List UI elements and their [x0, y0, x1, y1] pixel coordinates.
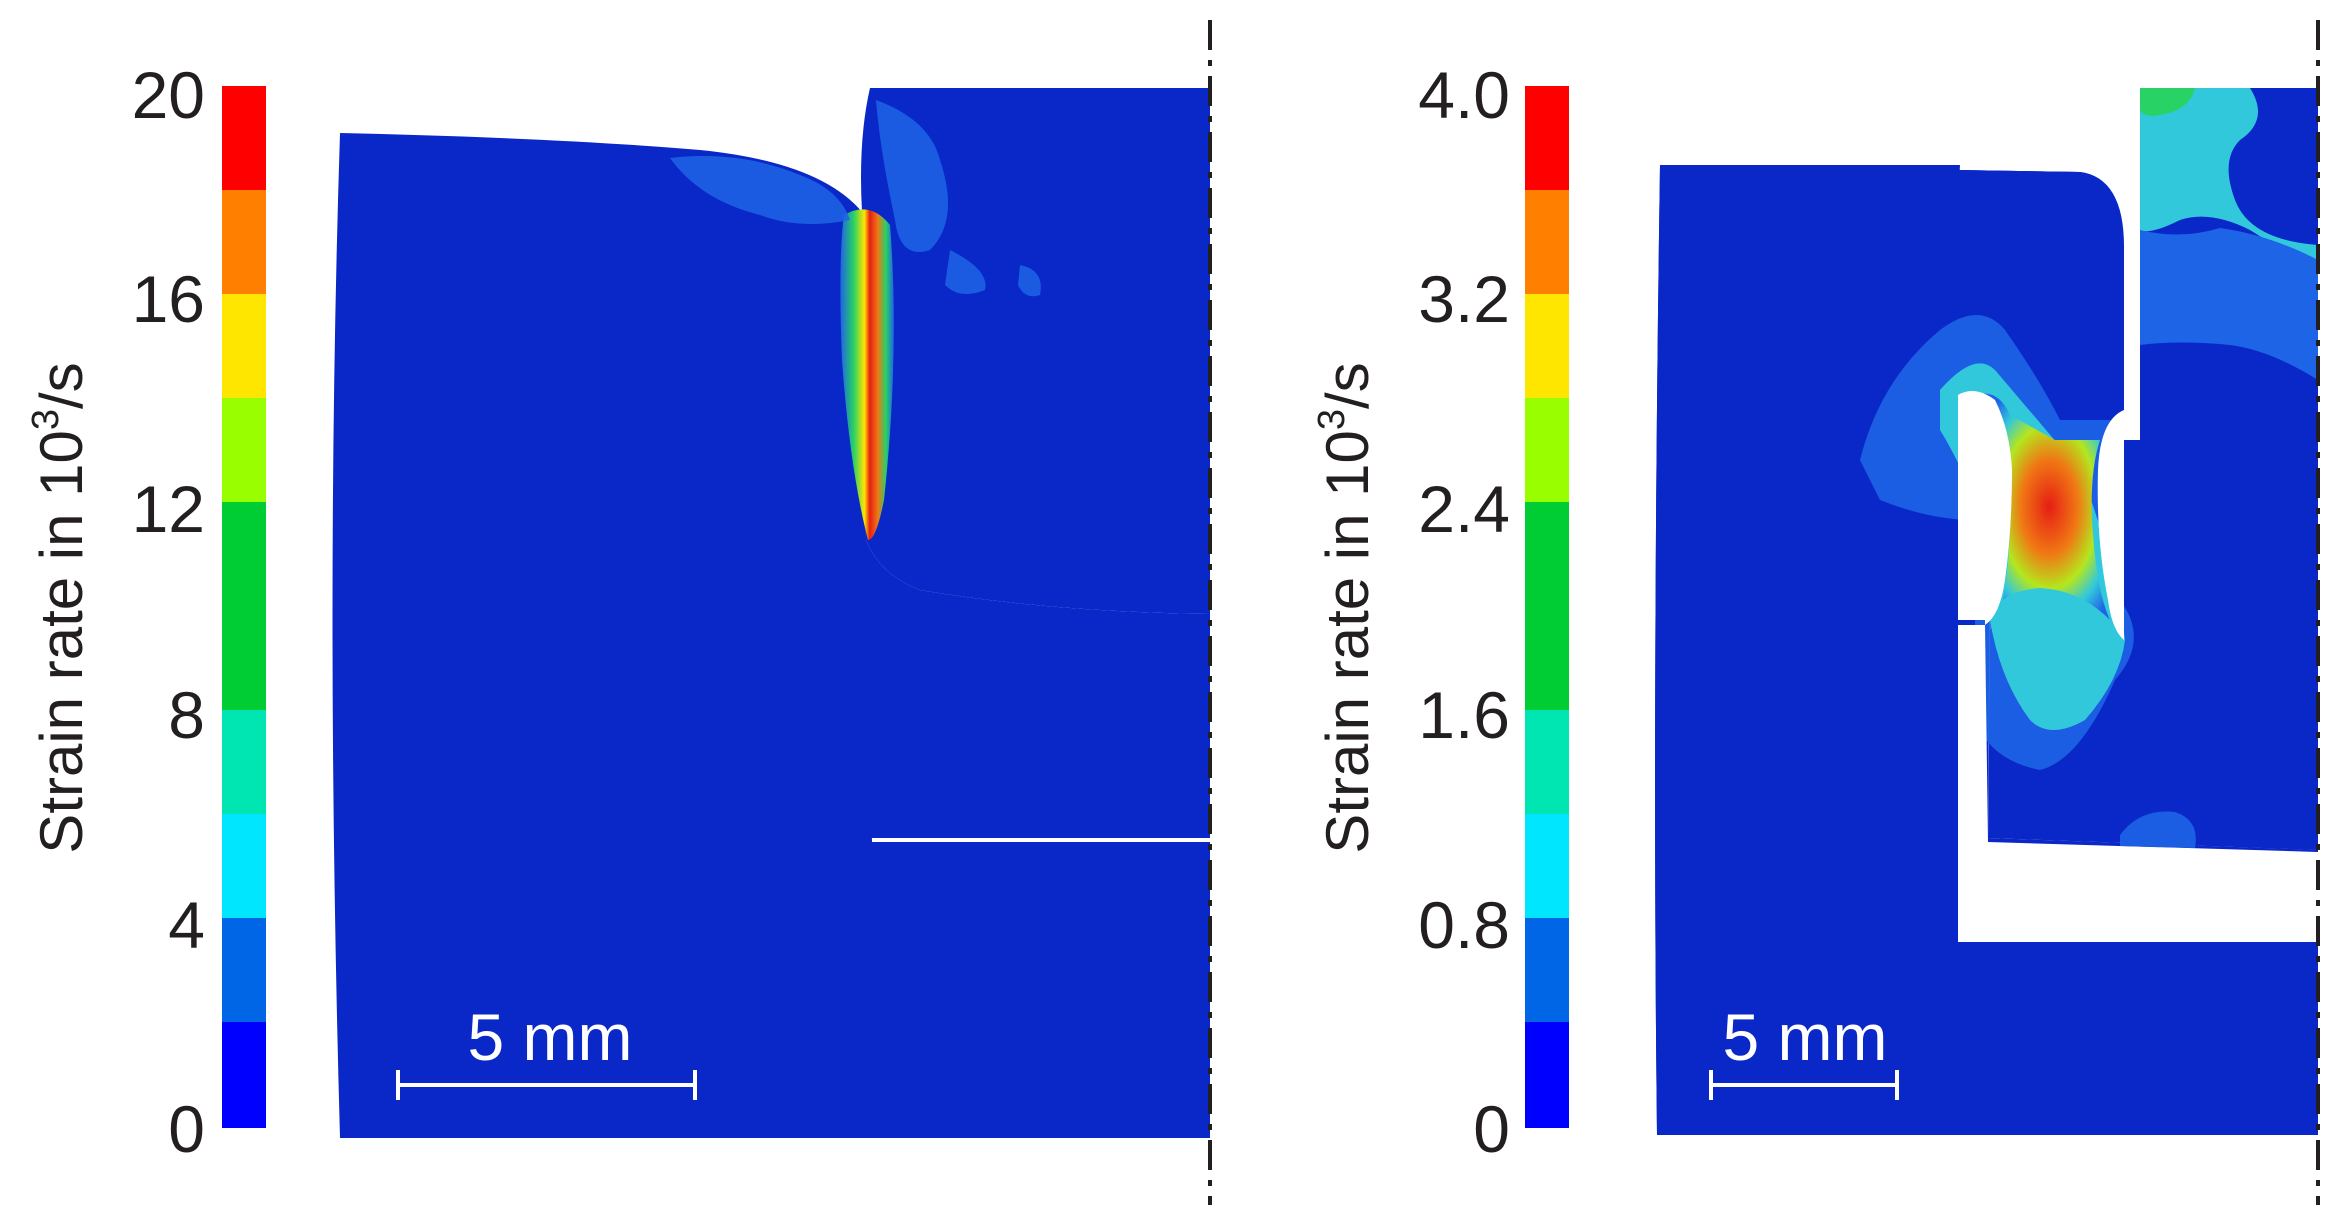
colorbar-band [222, 398, 266, 502]
colorbar-tick: 8 [168, 678, 205, 752]
colorbar-axis-label: Strain rate in 103/s [25, 362, 95, 853]
colorbar-band [1525, 86, 1569, 190]
punch-top-zone [2140, 228, 2318, 380]
left-scale-bar: 5 mm [396, 1000, 697, 1100]
right-panel: 4.0 3.2 2.4 1.6 0.8 0 Strain rate in 103… [1311, 20, 2320, 1205]
colorbar-axis-label: Strain rate in 103/s [1311, 362, 1381, 853]
label-suffix: /s [1314, 362, 1381, 409]
colorbar-tick: 4 [168, 888, 205, 962]
colorbar-band [222, 294, 266, 398]
label-prefix: Strain rate in 10 [1314, 430, 1381, 854]
label-exponent: 3 [1311, 409, 1353, 430]
right-workpiece-base [1655, 165, 2318, 1135]
left-colorbar: 20 16 12 8 4 0 Strain rate in 103/s [25, 58, 266, 1166]
colorbar-band [1525, 398, 1569, 502]
colorbar-band [1525, 814, 1569, 918]
colorbar-tick: 16 [132, 262, 205, 336]
colorbar-band [1525, 190, 1569, 294]
colorbar-tick: 0 [168, 1092, 205, 1166]
right-simulation-field: 5 mm [1655, 88, 2318, 1135]
punch-top-zone [2140, 88, 2318, 260]
right-colorbar: 4.0 3.2 2.4 1.6 0.8 0 Strain rate in 103… [1311, 58, 1569, 1166]
shear-band [840, 209, 894, 540]
label-prefix: Strain rate in 10 [28, 430, 95, 854]
colorbar-band [222, 1022, 266, 1128]
label-suffix: /s [28, 362, 95, 409]
left-panel: 20 16 12 8 4 0 Strain rate in 103/s [25, 20, 1212, 1205]
neck-void-right [2097, 410, 2124, 640]
colorbar-band [1525, 1022, 1569, 1128]
colorbar-band [222, 710, 266, 814]
label-exponent: 3 [25, 409, 67, 430]
scale-bar-label: 5 mm [468, 1000, 633, 1074]
colorbar-band [222, 502, 266, 606]
left-workpiece-body [332, 133, 1210, 1138]
scale-bar-label: 5 mm [1723, 1000, 1888, 1074]
colorbar-tick: 4.0 [1418, 58, 1510, 132]
low-rate-zone [945, 250, 986, 294]
colorbar-band [1525, 710, 1569, 814]
low-rate-zone [876, 100, 948, 252]
neck-void-left [1958, 391, 2012, 625]
colorbar-tick: 1.6 [1418, 678, 1510, 752]
colorbar-band [222, 606, 266, 710]
colorbar-tick: 12 [132, 472, 205, 546]
left-simulation-field: 5 mm [332, 88, 1210, 1138]
low-rate-zone [670, 156, 850, 224]
right-scale-bar: 5 mm [1709, 1000, 1899, 1100]
colorbar-band [222, 190, 266, 294]
colorbar-band [222, 814, 266, 918]
low-rate-zone [2120, 811, 2196, 848]
colorbar-tick: 0.8 [1418, 888, 1510, 962]
colorbar-band [1525, 918, 1569, 1022]
colorbar-band [1525, 606, 1569, 710]
punch-top-green [2140, 88, 2195, 116]
colorbar-band [1525, 502, 1569, 606]
colorbar-tick: 2.4 [1418, 472, 1510, 546]
colorbar-band [222, 86, 266, 190]
colorbar-band [1525, 294, 1569, 398]
low-rate-zone [1018, 265, 1041, 297]
colorbar-tick: 20 [132, 58, 205, 132]
colorbar-band [222, 918, 266, 1022]
opening [1958, 625, 2318, 942]
colorbar-tick: 0 [1473, 1092, 1510, 1166]
left-punch [861, 88, 1210, 614]
colorbar-tick: 3.2 [1418, 262, 1510, 336]
